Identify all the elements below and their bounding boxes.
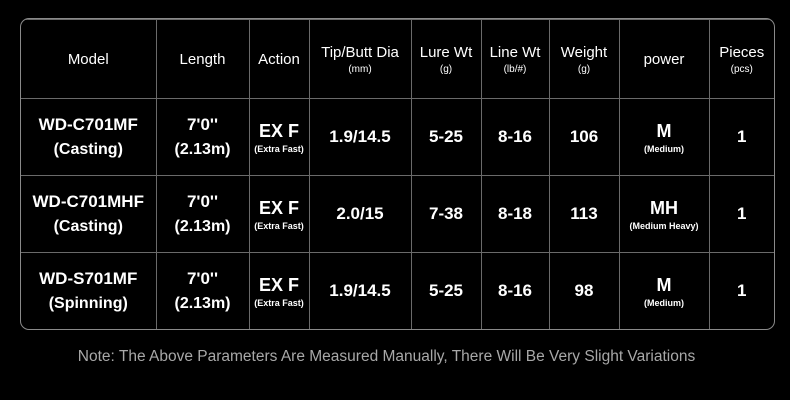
header-title: Action	[258, 50, 300, 68]
cell: 7'0'' (2.13m)	[155, 97, 250, 177]
cell-text: 1	[737, 204, 747, 224]
cell: 1	[708, 97, 774, 177]
cell: 106	[548, 97, 620, 177]
header-title: Tip/Butt Dia	[321, 43, 399, 61]
cell-text: 1	[737, 127, 747, 147]
cell-sub: (2.13m)	[174, 141, 231, 159]
row: WD-C701MF (Casting) 7'0'' (2.13m) EX F (Extra…	[21, 97, 774, 177]
header-unit: (g)	[439, 63, 453, 75]
cell-text: 1.9/14.5	[329, 127, 391, 147]
cell-text: EX F	[258, 120, 299, 141]
spec-table-frame: Model Length Action Tip/Butt Dia (mm) Lure Wt…	[20, 18, 775, 330]
cell: EX F (Extra Fast)	[248, 252, 310, 329]
cell-sub: (2.13m)	[174, 218, 231, 236]
cell-text: 98	[574, 281, 594, 301]
cell-text: 1	[737, 281, 747, 301]
header-cell: Lure Wt (g)	[410, 19, 482, 99]
cell-text: 113	[570, 204, 598, 224]
header-cell: Tip/Butt Dia (mm)	[308, 19, 412, 99]
cell-text: 8-18	[497, 204, 533, 224]
header-cell: Length	[155, 19, 250, 99]
header-title: power	[643, 50, 685, 68]
cell: 7-38	[410, 175, 482, 254]
cell-sub: (Extra Fast)	[254, 220, 304, 231]
cell-text: EX F	[258, 274, 299, 295]
cell: 7'0'' (2.13m)	[155, 175, 250, 254]
cell: 5-25	[410, 252, 482, 329]
cell-text: 7-38	[428, 204, 464, 224]
cell-text: 7'0''	[186, 192, 219, 212]
cell-sub: (2.13m)	[174, 295, 231, 313]
cell: 113	[548, 175, 620, 254]
header-cell: Line Wt (lb/#)	[480, 19, 550, 99]
header-unit: (g)	[577, 63, 591, 75]
cell-sub: (Casting)	[53, 218, 123, 236]
header-row: Model Length Action Tip/Butt Dia (mm) Lure Wt…	[21, 19, 774, 99]
cell-sub: (Medium)	[644, 143, 684, 154]
cell: 1.9/14.5	[308, 97, 412, 177]
header-title: Pieces	[719, 43, 765, 61]
header-title: Model	[67, 50, 109, 68]
cell-text: 5-25	[428, 281, 464, 301]
header-title: Lure Wt	[419, 43, 473, 61]
cell: 5-25	[410, 97, 482, 177]
cell: M (Medium)	[618, 97, 710, 177]
cell-text: EX F	[258, 197, 299, 218]
cell: 98	[548, 252, 620, 329]
row: WD-C701MHF (Casting) 7'0'' (2.13m) EX F (Extr…	[21, 175, 774, 254]
spec-table: Model Length Action Tip/Butt Dia (mm) Lure Wt…	[21, 19, 774, 329]
header-cell: Model	[21, 19, 157, 99]
cell-text: 8-16	[497, 281, 533, 301]
cell: 2.0/15	[308, 175, 412, 254]
row: WD-S701MF (Spinning) 7'0'' (2.13m) EX F (Extr…	[21, 252, 774, 329]
cell: WD-C701MHF (Casting)	[21, 175, 157, 254]
note: Note: The Above Parameters Are Measured …	[77, 348, 696, 365]
header-cell: power	[618, 19, 710, 99]
cell-text: M	[656, 120, 672, 141]
cell-sub: (Medium)	[644, 297, 684, 308]
cell: 1	[708, 175, 774, 254]
cell: 1	[708, 252, 774, 329]
cell-text: 1.9/14.5	[329, 281, 391, 301]
header-title: Weight	[560, 43, 608, 61]
header-title: Line Wt	[489, 43, 541, 61]
header-cell: Pieces (pcs)	[708, 19, 774, 99]
cell-text: 8-16	[497, 127, 533, 147]
cell: WD-C701MF (Casting)	[21, 97, 157, 177]
cell: WD-S701MF (Spinning)	[21, 252, 157, 329]
header-title: Length	[179, 50, 226, 68]
cell: 8-16	[480, 97, 550, 177]
cell-text: WD-S701MF	[39, 269, 138, 289]
cell-sub: (Medium Heavy)	[629, 220, 699, 231]
header-unit: (lb/#)	[503, 63, 527, 75]
cell: 8-18	[480, 175, 550, 254]
cell-text: 2.0/15	[336, 204, 384, 224]
cell: EX F (Extra Fast)	[248, 97, 310, 177]
cell-sub: (Extra Fast)	[254, 143, 304, 154]
cell-text: M	[656, 274, 672, 295]
cell: M (Medium)	[618, 252, 710, 329]
header-unit: (pcs)	[730, 63, 753, 75]
cell: 7'0'' (2.13m)	[155, 252, 250, 329]
cell: MH (Medium Heavy)	[618, 175, 710, 254]
cell-text: 5-25	[428, 127, 464, 147]
cell-text: MH	[650, 197, 678, 218]
cell-sub: (Casting)	[53, 141, 123, 159]
cell-text: 7'0''	[186, 115, 219, 135]
cell: 8-16	[480, 252, 550, 329]
cell-sub: (Extra Fast)	[254, 297, 304, 308]
cell-text: 106	[569, 127, 599, 147]
header-cell: Weight (g)	[548, 19, 620, 99]
cell-text: 7'0''	[186, 269, 219, 289]
cell: EX F (Extra Fast)	[248, 175, 310, 254]
header-cell: Action	[248, 19, 310, 99]
cell: 1.9/14.5	[308, 252, 412, 329]
cell-sub: (Spinning)	[48, 295, 128, 313]
header-unit: (mm)	[348, 63, 372, 75]
cell-text: WD-C701MHF	[32, 192, 144, 212]
cell-text: WD-C701MF	[38, 115, 138, 135]
